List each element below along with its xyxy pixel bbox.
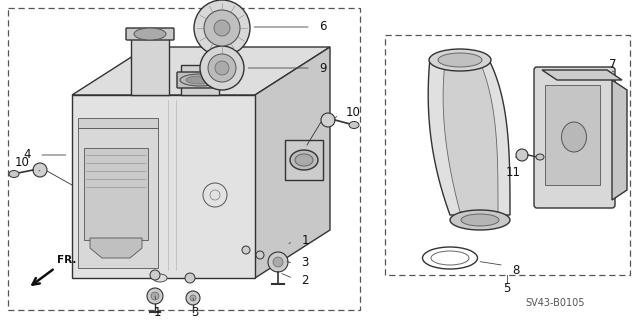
Circle shape (208, 54, 236, 82)
Ellipse shape (180, 74, 220, 86)
Text: 10: 10 (346, 106, 360, 118)
Text: 2: 2 (301, 274, 309, 286)
Bar (385, 35, 630, 275)
Ellipse shape (561, 122, 586, 152)
Text: 4: 4 (23, 148, 31, 162)
Polygon shape (542, 70, 622, 80)
Text: 1: 1 (301, 234, 309, 246)
Text: 1: 1 (153, 306, 161, 318)
Ellipse shape (429, 49, 491, 71)
Text: 5: 5 (503, 282, 510, 294)
Circle shape (200, 46, 244, 90)
Circle shape (214, 20, 230, 36)
Polygon shape (255, 47, 330, 278)
Circle shape (194, 0, 250, 56)
Circle shape (147, 288, 163, 304)
Polygon shape (72, 95, 255, 278)
Ellipse shape (536, 154, 544, 160)
Circle shape (516, 149, 528, 161)
Circle shape (215, 61, 229, 75)
Text: 8: 8 (512, 263, 520, 276)
FancyBboxPatch shape (177, 72, 223, 88)
Ellipse shape (134, 28, 166, 40)
Circle shape (190, 295, 196, 301)
Circle shape (204, 10, 240, 46)
FancyBboxPatch shape (534, 67, 615, 208)
Circle shape (186, 291, 200, 305)
Circle shape (256, 251, 264, 259)
Circle shape (321, 113, 335, 127)
Ellipse shape (461, 214, 499, 226)
Bar (78, 128, 158, 268)
Text: 7: 7 (609, 59, 617, 71)
Polygon shape (72, 47, 330, 95)
FancyBboxPatch shape (126, 28, 174, 40)
Circle shape (151, 292, 159, 300)
Bar (131, 37, 169, 95)
Ellipse shape (450, 210, 510, 230)
Polygon shape (443, 62, 498, 212)
Bar (8, 8, 360, 310)
Circle shape (150, 270, 160, 280)
Polygon shape (428, 58, 510, 215)
Circle shape (273, 257, 283, 267)
Text: 6: 6 (319, 20, 327, 34)
Ellipse shape (9, 171, 19, 178)
Polygon shape (78, 118, 158, 128)
Text: 3: 3 (301, 255, 309, 268)
Ellipse shape (295, 154, 313, 166)
Circle shape (268, 252, 288, 272)
Bar (84, 148, 148, 240)
Text: 11: 11 (505, 165, 521, 179)
Text: 3: 3 (191, 306, 198, 318)
Bar (181, 65, 219, 95)
Bar (545, 85, 600, 185)
Text: SV43-B0105: SV43-B0105 (525, 298, 585, 308)
Polygon shape (90, 238, 142, 258)
Ellipse shape (153, 274, 167, 282)
Text: FR.: FR. (57, 255, 77, 265)
Bar (285, 140, 323, 180)
Circle shape (185, 273, 195, 283)
Ellipse shape (186, 76, 214, 84)
Polygon shape (612, 80, 627, 200)
Ellipse shape (438, 53, 482, 67)
Text: 10: 10 (15, 156, 29, 170)
Circle shape (242, 246, 250, 254)
Ellipse shape (349, 122, 359, 129)
Circle shape (33, 163, 47, 177)
Ellipse shape (290, 150, 318, 170)
Text: 9: 9 (319, 61, 327, 75)
